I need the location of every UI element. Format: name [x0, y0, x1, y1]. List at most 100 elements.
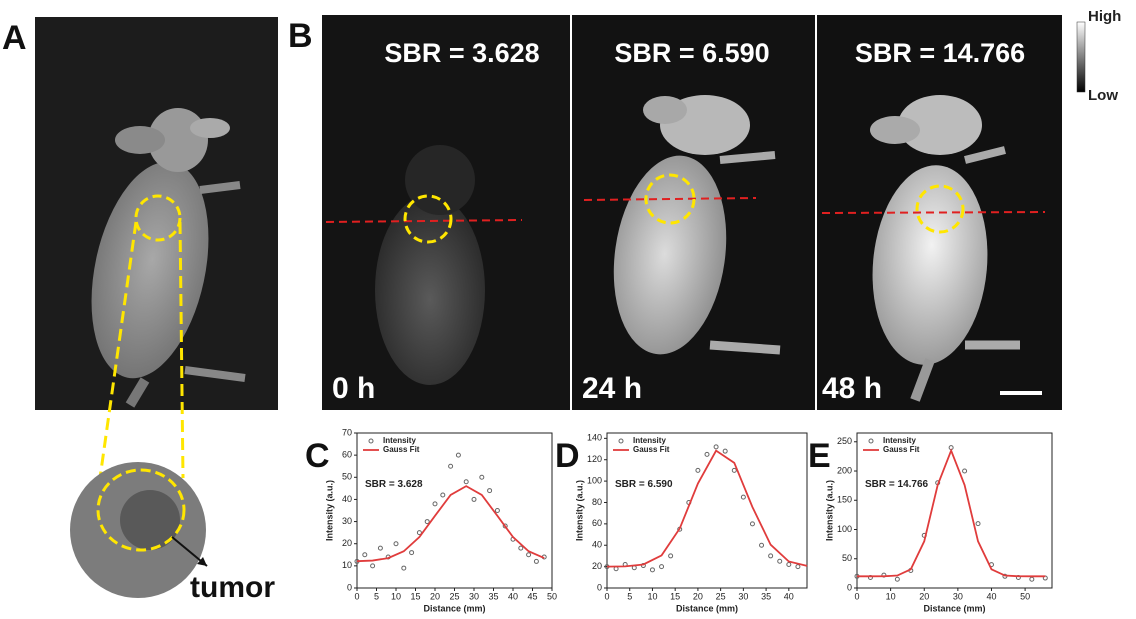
x-tick-label: 40	[784, 591, 794, 601]
mouse-48h	[870, 95, 1020, 402]
x-tick-label: 5	[627, 591, 632, 601]
fit-line	[857, 448, 1046, 578]
x-tick-label: 20	[919, 591, 929, 601]
colorbar-high: High	[1088, 8, 1121, 25]
tumor-circle	[134, 194, 182, 242]
connector	[98, 221, 138, 479]
mouse-a	[91, 108, 246, 408]
x-tick-label: 35	[761, 591, 771, 601]
panel-label: A	[2, 19, 27, 57]
data-point	[659, 564, 665, 570]
y-tick-label: 100	[587, 475, 602, 485]
x-axis-label: Distance (mm)	[676, 603, 738, 613]
sbr-label: SBR = 14.766	[855, 38, 1025, 68]
plot-frame	[356, 432, 553, 589]
data-point	[518, 545, 524, 551]
y-tick-label: 120	[587, 454, 602, 464]
tumor-label: tumor	[190, 571, 275, 604]
data-point	[894, 576, 900, 582]
y-tick-label: 150	[837, 495, 852, 505]
x-tick-label: 40	[986, 591, 996, 601]
panel-label: D	[555, 437, 580, 475]
data-point	[401, 565, 407, 571]
data-point	[377, 545, 383, 551]
y-tick-label: 70	[342, 427, 352, 437]
x-tick-label: 30	[469, 591, 479, 601]
legend-label: Intensity	[383, 436, 416, 445]
x-axis-label: Distance (mm)	[423, 603, 485, 613]
x-tick-label: 5	[374, 591, 379, 601]
data-point	[975, 521, 981, 527]
y-tick-label: 0	[347, 582, 352, 592]
data-point	[786, 561, 792, 567]
data-point	[502, 523, 508, 529]
plot-frame	[856, 432, 1053, 589]
data-point	[416, 530, 422, 536]
panel-label: B	[288, 17, 313, 55]
data-point	[962, 468, 968, 474]
x-tick-label: 25	[449, 591, 459, 601]
y-tick-label: 10	[342, 560, 352, 570]
x-tick-label: 0	[354, 591, 359, 601]
tumor-outline	[96, 468, 186, 552]
data-point	[713, 444, 719, 450]
data-point	[440, 492, 446, 498]
y-tick-label: 140	[587, 433, 602, 443]
colorbar-low: Low	[1088, 87, 1118, 104]
colorbar	[1076, 21, 1086, 93]
legend-label: Gauss Fit	[633, 445, 670, 454]
data-point	[668, 553, 674, 559]
legend-swatch	[618, 438, 624, 444]
roi	[644, 173, 696, 225]
profile-line	[583, 197, 757, 201]
y-tick-label: 60	[592, 518, 602, 528]
data-point	[749, 521, 755, 527]
data-point	[795, 564, 801, 570]
data-point	[393, 541, 399, 547]
data-point	[471, 496, 477, 502]
panel-label: E	[808, 437, 831, 475]
sbr-label: SBR = 3.628	[384, 38, 539, 68]
arrow-head	[197, 557, 207, 566]
y-tick-label: 200	[837, 465, 852, 475]
data-point	[370, 563, 376, 569]
x-tick-label: 0	[854, 591, 859, 601]
mouse-24h	[613, 95, 781, 355]
data-point	[494, 508, 500, 513]
sbr-label: SBR = 6.590	[614, 38, 769, 68]
legend-swatch	[368, 438, 374, 444]
y-tick-label: 40	[592, 540, 602, 550]
data-point	[424, 519, 430, 525]
legend-swatch	[868, 438, 874, 444]
data-point	[455, 452, 461, 458]
data-point	[432, 501, 438, 507]
x-tick-label: 15	[410, 591, 420, 601]
y-tick-label: 0	[847, 582, 852, 592]
y-axis-label: Intensity (a.u.)	[824, 480, 834, 541]
fit-line	[606, 449, 808, 568]
data-point	[740, 494, 746, 500]
x-tick-label: 10	[391, 591, 401, 601]
x-tick-label: 35	[488, 591, 498, 601]
data-point	[731, 467, 737, 473]
plot-frame	[606, 432, 808, 589]
x-axis-label: Distance (mm)	[923, 603, 985, 613]
data-point	[479, 474, 485, 480]
legend-label: Intensity	[883, 436, 916, 445]
x-tick-label: 40	[508, 591, 518, 601]
y-tick-label: 50	[842, 553, 852, 563]
y-tick-label: 250	[837, 436, 852, 446]
y-tick-label: 20	[342, 538, 352, 548]
x-tick-label: 25	[716, 591, 726, 601]
y-tick-label: 0	[597, 582, 602, 592]
y-tick-label: 20	[592, 561, 602, 571]
data-point	[1029, 576, 1035, 582]
data-point	[722, 448, 728, 454]
x-tick-label: 30	[953, 591, 963, 601]
x-tick-label: 50	[547, 591, 557, 601]
data-point	[777, 558, 783, 564]
x-tick-label: 0	[604, 591, 609, 601]
annotation: SBR = 6.590	[615, 479, 673, 490]
legend-label: Intensity	[633, 436, 666, 445]
